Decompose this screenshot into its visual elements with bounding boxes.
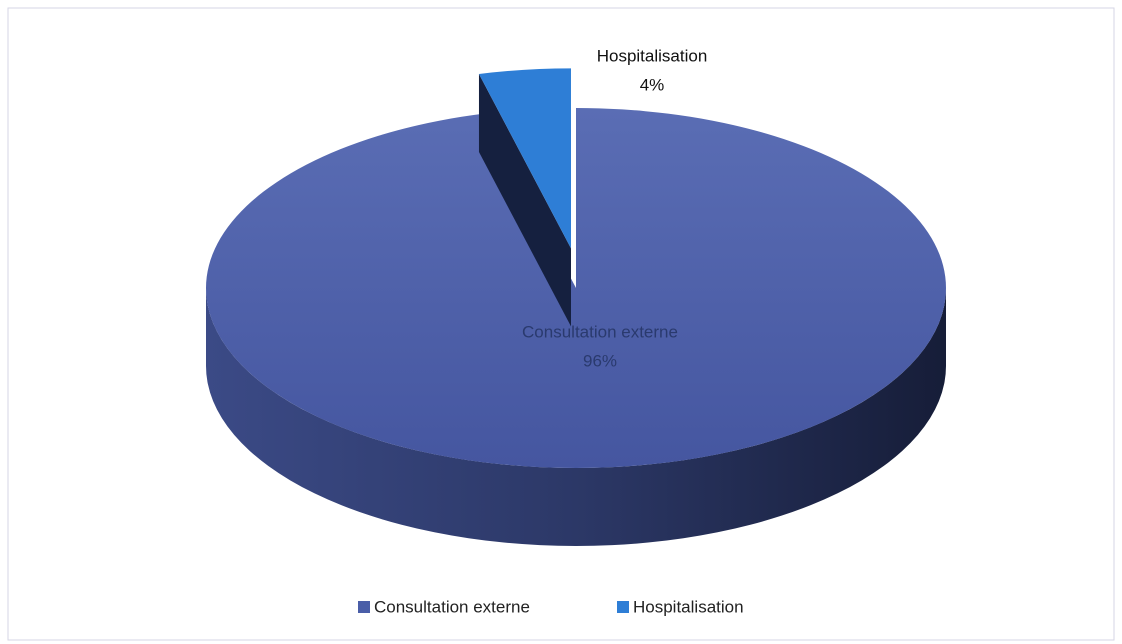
legend-label: Consultation externe — [374, 597, 530, 616]
slice — [205, 108, 946, 468]
slice-side — [478, 73, 571, 327]
legend-label: Hospitalisation — [633, 597, 744, 616]
slice — [478, 68, 571, 249]
data-label-name: Hospitalisation — [597, 46, 708, 65]
data-label-name: Consultation externe — [522, 322, 678, 341]
data-label-value: 4% — [640, 75, 665, 94]
slice-side — [206, 288, 946, 546]
legend-swatch — [358, 601, 370, 613]
legend-swatch — [617, 601, 629, 613]
data-label-value: 96% — [583, 351, 617, 370]
